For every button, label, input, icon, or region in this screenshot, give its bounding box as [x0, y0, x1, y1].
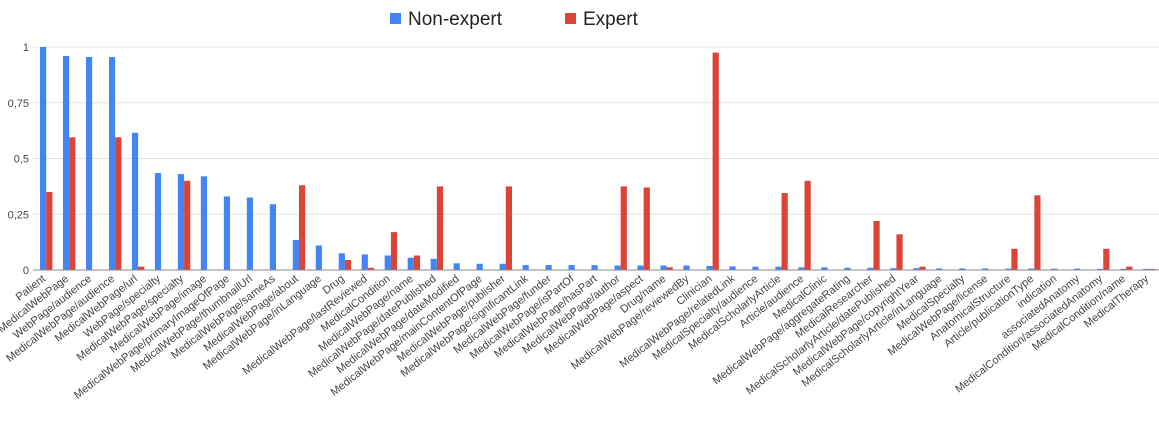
y-tick-label: 0,25	[8, 209, 29, 221]
bar-expert	[344, 259, 352, 270]
bar-non-expert	[614, 265, 621, 270]
bar-non-expert	[223, 196, 231, 270]
y-tick-label: 0,5	[14, 154, 29, 166]
legend-swatch-expert	[565, 13, 576, 24]
bar-expert	[298, 185, 306, 270]
bar-non-expert	[1097, 268, 1104, 270]
bar-expert	[413, 255, 421, 270]
bar-non-expert	[430, 258, 437, 270]
bar-non-expert	[1074, 268, 1081, 270]
bar-expert	[620, 186, 627, 271]
bar-non-expert	[683, 265, 690, 270]
bar-non-expert	[821, 267, 828, 270]
bar-non-expert	[913, 268, 920, 270]
bar-non-expert	[338, 253, 345, 270]
bar-non-expert	[453, 263, 460, 270]
bar-non-expert	[200, 176, 208, 270]
bar-non-expert	[660, 265, 667, 270]
bar-non-expert	[476, 263, 483, 270]
bar-non-expert	[591, 265, 598, 270]
bar-expert	[505, 186, 512, 271]
bar-expert	[873, 220, 880, 270]
bar-non-expert	[982, 268, 989, 270]
bar-expert	[115, 137, 122, 270]
bar-non-expert	[292, 239, 299, 270]
bar-non-expert	[246, 197, 254, 270]
bar-non-expert	[384, 255, 391, 270]
bar-non-expert	[361, 254, 368, 270]
bar-non-expert	[844, 267, 851, 270]
legend-label-expert: Expert	[583, 9, 639, 30]
gridlines	[33, 46, 1159, 215]
bar-expert	[46, 191, 53, 270]
bar-non-expert	[62, 55, 70, 270]
bar-non-expert	[315, 245, 322, 270]
bar-non-expert	[890, 268, 897, 270]
bar-expert	[1103, 248, 1110, 270]
bar-expert	[1034, 195, 1041, 270]
bar-expert	[919, 266, 926, 270]
bar-non-expert	[131, 132, 139, 270]
bar-expert	[1011, 248, 1018, 270]
bar-non-expert	[40, 47, 47, 270]
bar-non-expert	[936, 268, 943, 270]
bar-expert	[1149, 268, 1156, 270]
bar-non-expert	[959, 268, 966, 270]
bar-expert	[896, 234, 903, 270]
y-tick-label: 0	[23, 265, 29, 277]
bar-non-expert	[798, 267, 805, 270]
bar-non-expert	[867, 267, 874, 270]
bar-expert	[666, 267, 673, 270]
x-axis: PatientMedicalWebPageWebPage/audienceMed…	[0, 269, 1159, 402]
bar-non-expert	[706, 265, 713, 270]
bar-expert	[1126, 266, 1133, 270]
bar-non-expert	[775, 266, 782, 270]
bar-expert	[804, 180, 811, 270]
bar-non-expert	[407, 257, 414, 270]
bar-non-expert	[729, 266, 736, 270]
bar-non-expert	[269, 204, 276, 270]
bar-non-expert	[1120, 268, 1127, 270]
bar-non-expert	[1143, 268, 1150, 270]
bar-non-expert	[522, 265, 529, 270]
bar-non-expert	[1051, 268, 1058, 270]
bar-non-expert	[1028, 268, 1035, 270]
bar-expert	[781, 193, 788, 270]
bar-non-expert	[154, 173, 162, 270]
bar-expert	[390, 232, 398, 270]
legend-swatch-non-expert	[390, 13, 401, 24]
bar-expert	[643, 187, 650, 270]
bar-expert	[184, 180, 191, 270]
bar-non-expert	[499, 263, 506, 270]
bar-non-expert	[108, 57, 116, 270]
bars	[40, 47, 1156, 271]
y-tick-label: 0,75	[8, 98, 29, 110]
bar-non-expert	[568, 265, 575, 270]
bar-non-expert	[752, 266, 759, 270]
legend-label-non-expert: Non-expert	[408, 9, 503, 30]
bar-expert	[436, 186, 444, 271]
bar-expert	[367, 267, 375, 270]
bar-non-expert	[85, 57, 93, 270]
bar-non-expert	[545, 265, 552, 270]
bar-non-expert	[637, 265, 644, 270]
bar-expert	[69, 137, 76, 270]
legend: Non-expert Expert	[390, 9, 639, 30]
bar-expert	[712, 52, 719, 270]
y-tick-label: 1	[23, 42, 29, 54]
bar-non-expert	[1005, 268, 1012, 270]
y-axis: 0 0,25 0,5 0,75 1	[8, 42, 29, 277]
bar-non-expert	[177, 174, 185, 270]
bar-expert	[138, 266, 145, 270]
